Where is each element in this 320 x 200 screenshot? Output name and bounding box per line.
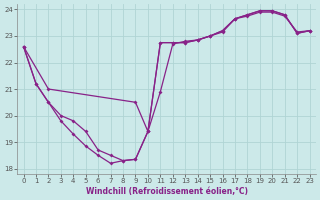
X-axis label: Windchill (Refroidissement éolien,°C): Windchill (Refroidissement éolien,°C) — [85, 187, 248, 196]
